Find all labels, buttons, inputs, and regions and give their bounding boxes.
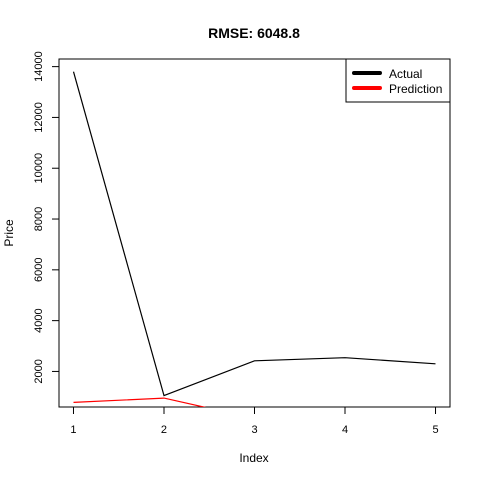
y-tick-label: 6000 xyxy=(33,258,45,282)
series-line-actual xyxy=(72,71,436,397)
x-tick-label: 2 xyxy=(161,424,167,436)
x-tick-label: 4 xyxy=(342,424,348,436)
x-axis: 1 2 3 4 5 xyxy=(70,407,439,436)
legend: Actual Prediction xyxy=(345,58,451,103)
legend-box xyxy=(345,58,451,103)
x-tick-label: 5 xyxy=(432,424,438,436)
y-axis: 2000 4000 6000 8000 10000 12000 14000 xyxy=(33,51,59,384)
x-tick-label: 3 xyxy=(251,424,257,436)
legend-label-prediction: Prediction xyxy=(389,82,442,96)
y-axis-label: Price xyxy=(2,219,16,247)
x-tick-label: 1 xyxy=(70,424,76,436)
series-layer xyxy=(72,71,436,407)
legend-label-actual: Actual xyxy=(389,67,422,81)
x-axis-label: Index xyxy=(239,451,268,465)
y-tick-label: 14000 xyxy=(33,51,45,82)
y-tick-label: 10000 xyxy=(33,153,45,184)
chart-title: RMSE: 6048.8 xyxy=(208,25,300,41)
plot-frame xyxy=(58,58,451,408)
y-tick-label: 4000 xyxy=(33,308,45,332)
y-tick-label: 2000 xyxy=(33,359,45,383)
series-line-prediction xyxy=(73,397,207,407)
y-tick-label: 8000 xyxy=(33,207,45,231)
y-tick-label: 12000 xyxy=(33,102,45,133)
